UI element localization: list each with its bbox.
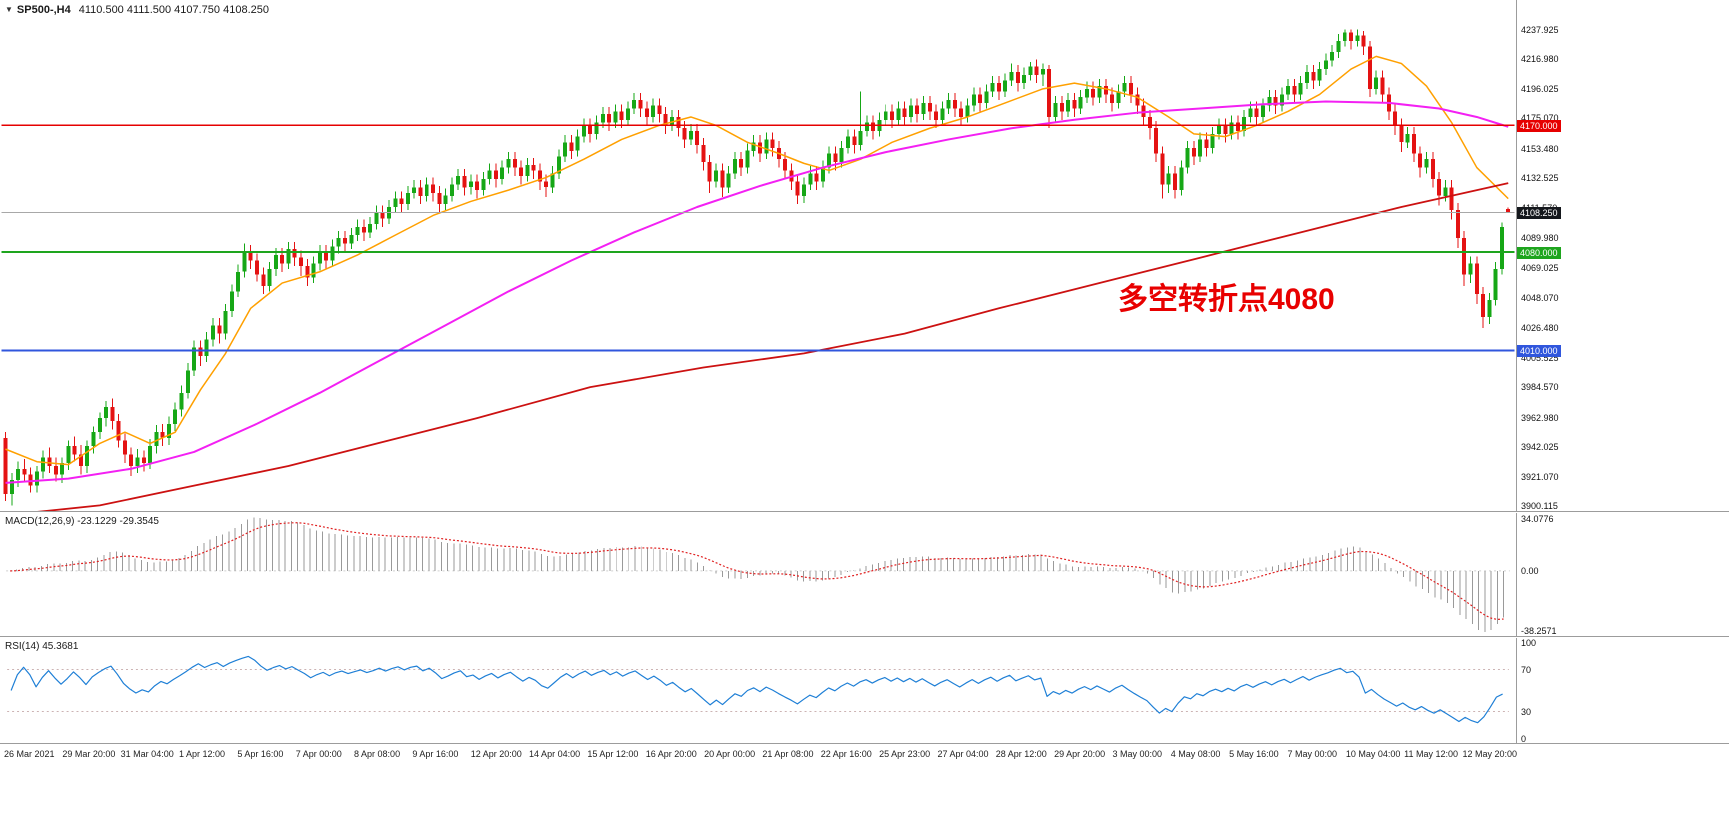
macd-plot[interactable] [0, 513, 1517, 636]
macd-axis-label: 34.0776 [1521, 514, 1554, 524]
bid-line-badge: 4108.250 [1517, 206, 1561, 219]
time-axis-label: 15 Apr 12:00 [587, 749, 639, 759]
rsi-label: RSI(14) 45.3681 [5, 641, 79, 652]
rsi-axis-label: 0 [1521, 734, 1527, 744]
time-axis-label: 31 Mar 04:00 [120, 749, 174, 759]
time-axis-label: 29 Apr 20:00 [1054, 749, 1106, 759]
ma-fast-orange [5, 55, 1509, 466]
time-axis-label: 10 May 04:00 [1345, 749, 1401, 759]
time-axis-label: 9 Apr 16:00 [412, 749, 459, 759]
chart-menu-icon[interactable]: ▼ [5, 5, 13, 14]
time-axis-label: 7 May 00:00 [1287, 749, 1337, 759]
macd-axis-label: 0.00 [1521, 566, 1539, 577]
time-axis-label: 29 Mar 20:00 [62, 749, 116, 759]
rsi-axis-label: 30 [1521, 707, 1532, 718]
time-axis-label: 12 May 20:00 [1462, 749, 1518, 759]
macd-axis-label: -38.2571 [1521, 626, 1557, 636]
price-axis-label: 3942.025 [1521, 442, 1559, 453]
rsi-axis-label: 70 [1521, 664, 1532, 675]
support-line-4010-badge: 4010.000 [1517, 345, 1561, 358]
macd-signal-line [10, 522, 1504, 621]
time-axis-label: 1 Apr 12:00 [179, 749, 226, 759]
time-axis-label: 26 Mar 2021 [4, 749, 55, 759]
rsi-panel: RSI(14) 45.3681 100 70 30 0 [0, 638, 1729, 744]
price-axis-label: 3962.980 [1521, 412, 1559, 423]
macd-panel: MACD(12,26,9) -23.1229 -29.3545 34.0776 0… [0, 513, 1729, 637]
annotation-text[interactable]: 多空转折点4080 [1118, 283, 1335, 316]
time-axis[interactable]: 26 Mar 2021 29 Mar 20:00 31 Mar 04:00 1 Apr… [0, 745, 1729, 767]
time-axis-label: 3 May 00:00 [1112, 749, 1162, 759]
ohlc-readout: 4110.500 4111.500 4107.750 4108.250 [78, 4, 269, 16]
rsi-chart[interactable] [0, 638, 1516, 743]
price-axis-label: 4153.480 [1521, 143, 1559, 154]
rsi-axis[interactable]: 100 70 30 0 [1521, 638, 1726, 744]
price-chart-plot[interactable] [0, 0, 1517, 511]
price-axis-label: 4196.025 [1521, 83, 1559, 94]
price-axis-label: 4026.480 [1521, 323, 1559, 333]
ma-medium-magenta [5, 100, 1509, 484]
price-axis-label: 4237.925 [1521, 24, 1559, 35]
time-axis-label: 5 May 16:00 [1229, 749, 1279, 759]
time-axis-label: 21 Apr 08:00 [762, 749, 814, 759]
symbol-timeframe: SP500-,H4 [16, 4, 71, 16]
candlestick-chart[interactable] [0, 0, 1516, 511]
price-axis-label: 3900.115 [1521, 501, 1558, 512]
price-axis-label: 4069.025 [1521, 263, 1559, 274]
resistance-line-4170-badge: 4170.000 [1517, 119, 1561, 132]
price-axis-label: 4089.980 [1521, 233, 1559, 244]
price-chart-panel: ▼ SP500-,H4 4110.500 4111.500 4107.750 410… [0, 0, 1729, 512]
price-axis-label: 3984.570 [1521, 382, 1559, 393]
time-axis-label: 4 May 08:00 [1170, 749, 1221, 759]
time-axis-label: 22 Apr 16:00 [820, 749, 872, 759]
rsi-axis-label: 100 [1521, 638, 1537, 648]
time-axis-label: 28 Apr 12:00 [995, 749, 1047, 759]
chart-title: ▼ SP500-,H4 4110.500 4111.500 4107.750 410… [5, 4, 269, 16]
price-axis-label: 4005.525 [1521, 352, 1559, 363]
time-axis-label: 16 Apr 20:00 [645, 749, 697, 759]
macd-chart[interactable] [0, 513, 1516, 636]
time-axis-label: 27 Apr 04:00 [937, 749, 989, 759]
rsi-plot[interactable] [0, 638, 1517, 743]
macd-label: MACD(12,26,9) -23.1229 -29.3545 [5, 516, 159, 527]
price-axis-label: 4216.980 [1521, 54, 1559, 65]
price-axis-label: 4132.525 [1521, 173, 1559, 184]
time-axis-label: 25 Apr 23:00 [879, 749, 931, 759]
support-line-4080-badge: 4080.000 [1517, 246, 1561, 259]
price-axis-label: 4048.070 [1521, 292, 1559, 303]
ma-slow-red [37, 182, 1509, 511]
time-axis-label: 7 Apr 00:00 [295, 749, 342, 759]
rsi-line [10, 655, 1503, 724]
time-axis-label: 11 May 12:00 [1404, 749, 1459, 759]
price-axis-label: 3921.070 [1521, 471, 1559, 482]
price-axis[interactable]: 4237.925 4216.980 4196.025 4175.070 4153.480… [1517, 0, 1726, 512]
time-axis-label: 8 Apr 08:00 [354, 749, 401, 759]
time-axis-label: 20 Apr 00:00 [704, 749, 756, 759]
time-axis-label: 14 Apr 04:00 [529, 749, 581, 759]
macd-axis[interactable]: 34.0776 0.00 -38.2571 [1521, 513, 1726, 636]
price-axis-label: 4175.070 [1521, 113, 1559, 124]
time-axis-label: 5 Apr 16:00 [237, 749, 284, 759]
time-axis-label: 12 Apr 20:00 [470, 749, 522, 759]
